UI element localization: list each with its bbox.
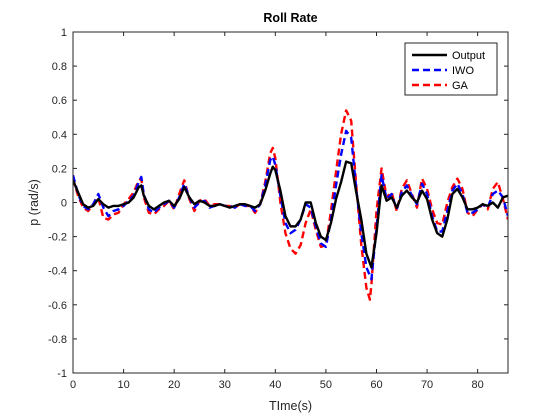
x-tick-label: 0	[70, 379, 76, 391]
y-axis-label: p (rad/s)	[27, 179, 41, 226]
x-axis-label: TIme(s)	[269, 399, 312, 413]
y-tick-label: -0.2	[48, 232, 67, 244]
chart-title: Roll Rate	[263, 11, 317, 25]
x-tick-label: 40	[269, 379, 281, 391]
x-tick-label: 30	[219, 379, 231, 391]
y-tick-label: -0.4	[48, 266, 67, 278]
x-tick-label: 80	[472, 379, 484, 391]
x-tick-label: 20	[168, 379, 180, 391]
x-tick-label: 60	[370, 379, 382, 391]
y-tick-label: 0	[61, 198, 67, 210]
y-tick-label: -1	[57, 368, 67, 380]
legend: Output IWO GA	[405, 43, 497, 95]
x-tick-label: 70	[421, 379, 433, 391]
legend-label-iwo: IWO	[452, 65, 474, 77]
y-tick-label: 0.6	[52, 95, 67, 107]
x-tick-label: 10	[117, 379, 129, 391]
y-tick-label: 0.4	[52, 129, 67, 141]
y-tick-label: -0.8	[48, 334, 67, 346]
legend-label-ga: GA	[452, 80, 469, 92]
y-tick-label: 1	[61, 27, 67, 39]
y-tick-label: 0.8	[52, 61, 67, 73]
y-tick-label: 0.2	[52, 163, 67, 175]
y-tick-label: -0.6	[48, 300, 67, 312]
x-tick-label: 50	[320, 379, 332, 391]
legend-label-output: Output	[452, 50, 485, 62]
